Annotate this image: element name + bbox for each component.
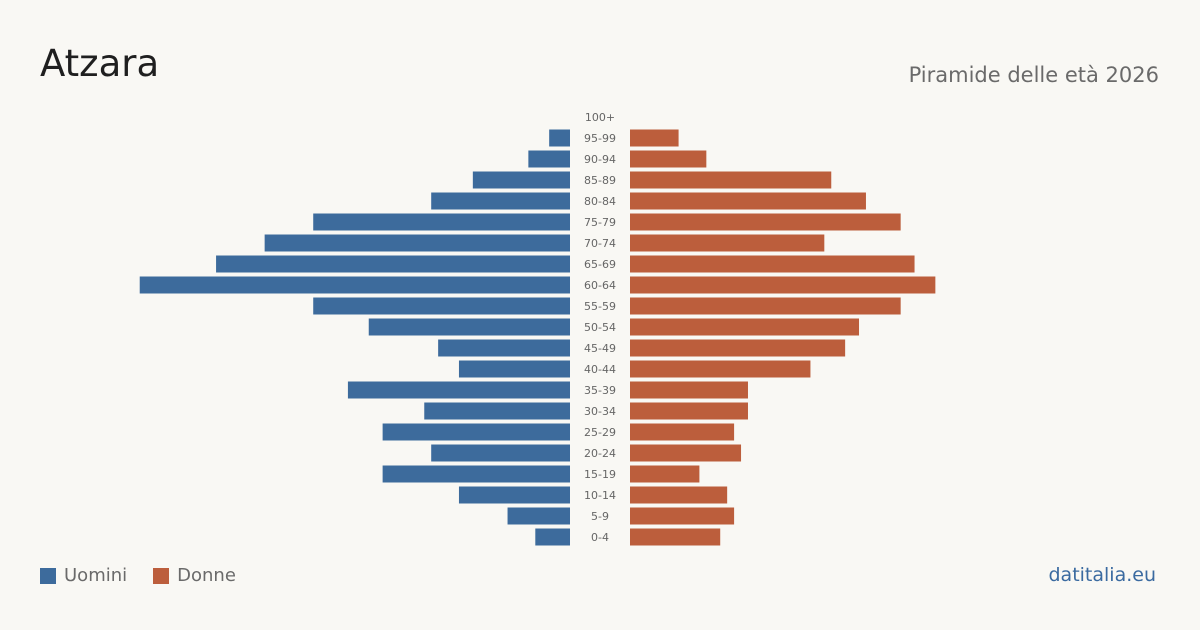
legend-swatch-women [153, 567, 170, 584]
bar-women [630, 528, 721, 546]
age-group-label: 90-94 [584, 153, 616, 166]
age-group-label: 20-24 [584, 447, 616, 460]
bar-women [630, 234, 825, 252]
chart-subtitle: Piramide delle età 2026 [908, 63, 1159, 87]
age-group-label: 15-19 [584, 468, 616, 481]
bar-women [630, 255, 915, 273]
bar-men [368, 318, 570, 336]
bar-women [630, 507, 735, 525]
legend-label-men: Uomini [64, 565, 128, 586]
bar-men [382, 465, 570, 483]
bar-women [630, 360, 811, 378]
bar-men [382, 423, 570, 441]
bar-men [438, 339, 570, 357]
bar-men [507, 507, 570, 525]
age-group-label: 95-99 [584, 132, 616, 145]
bar-women [630, 192, 866, 210]
age-group-label: 85-89 [584, 174, 616, 187]
bar-women [630, 381, 748, 399]
legend: Uomini Donne [40, 565, 262, 586]
age-group-label: 65-69 [584, 258, 616, 271]
bar-men [264, 234, 570, 252]
bar-men [313, 213, 570, 231]
age-group-label: 45-49 [584, 342, 616, 355]
age-group-label: 5-9 [591, 510, 609, 523]
age-group-label: 80-84 [584, 195, 616, 208]
age-group-label: 0-4 [591, 531, 609, 544]
bar-women [630, 444, 742, 462]
source-link[interactable]: datitalia.eu [1048, 564, 1157, 586]
age-group-label: 10-14 [584, 489, 616, 502]
bar-men [535, 528, 570, 546]
bar-women [630, 339, 846, 357]
bar-women [630, 486, 728, 504]
legend-swatch-men [40, 567, 56, 584]
bar-women [630, 213, 901, 231]
bar-women [630, 129, 679, 147]
bar-women [630, 318, 860, 336]
age-group-label: 55-59 [584, 300, 616, 313]
bar-women [630, 276, 936, 294]
bar-men [431, 192, 570, 210]
age-group-label: 70-74 [584, 237, 616, 250]
age-group-label: 50-54 [584, 321, 616, 334]
age-group-label: 60-64 [584, 279, 616, 292]
bar-women [630, 402, 748, 420]
bar-men [431, 444, 570, 462]
age-group-label: 75-79 [584, 216, 616, 229]
page-title: Atzara [40, 42, 160, 85]
bar-men [313, 297, 570, 315]
bar-men [472, 171, 570, 189]
bar-men [216, 255, 570, 273]
bar-women [630, 423, 735, 441]
bar-men [347, 381, 570, 399]
age-group-label: 35-39 [584, 384, 616, 397]
bar-men [458, 360, 570, 378]
age-group-label: 100+ [585, 111, 615, 124]
bar-women [630, 465, 700, 483]
age-group-label: 40-44 [584, 363, 616, 376]
bar-men [424, 402, 570, 420]
age-group-label: 25-29 [584, 426, 616, 439]
bar-men [139, 276, 570, 294]
bar-women [630, 297, 901, 315]
bar-women [630, 171, 832, 189]
age-group-label: 30-34 [584, 405, 616, 418]
bar-men [528, 150, 570, 168]
legend-item-women: Donne [153, 565, 236, 586]
bar-men [549, 129, 570, 147]
bar-women [630, 150, 707, 168]
legend-label-women: Donne [177, 565, 236, 586]
bar-men [458, 486, 570, 504]
legend-item-men: Uomini [40, 565, 127, 586]
